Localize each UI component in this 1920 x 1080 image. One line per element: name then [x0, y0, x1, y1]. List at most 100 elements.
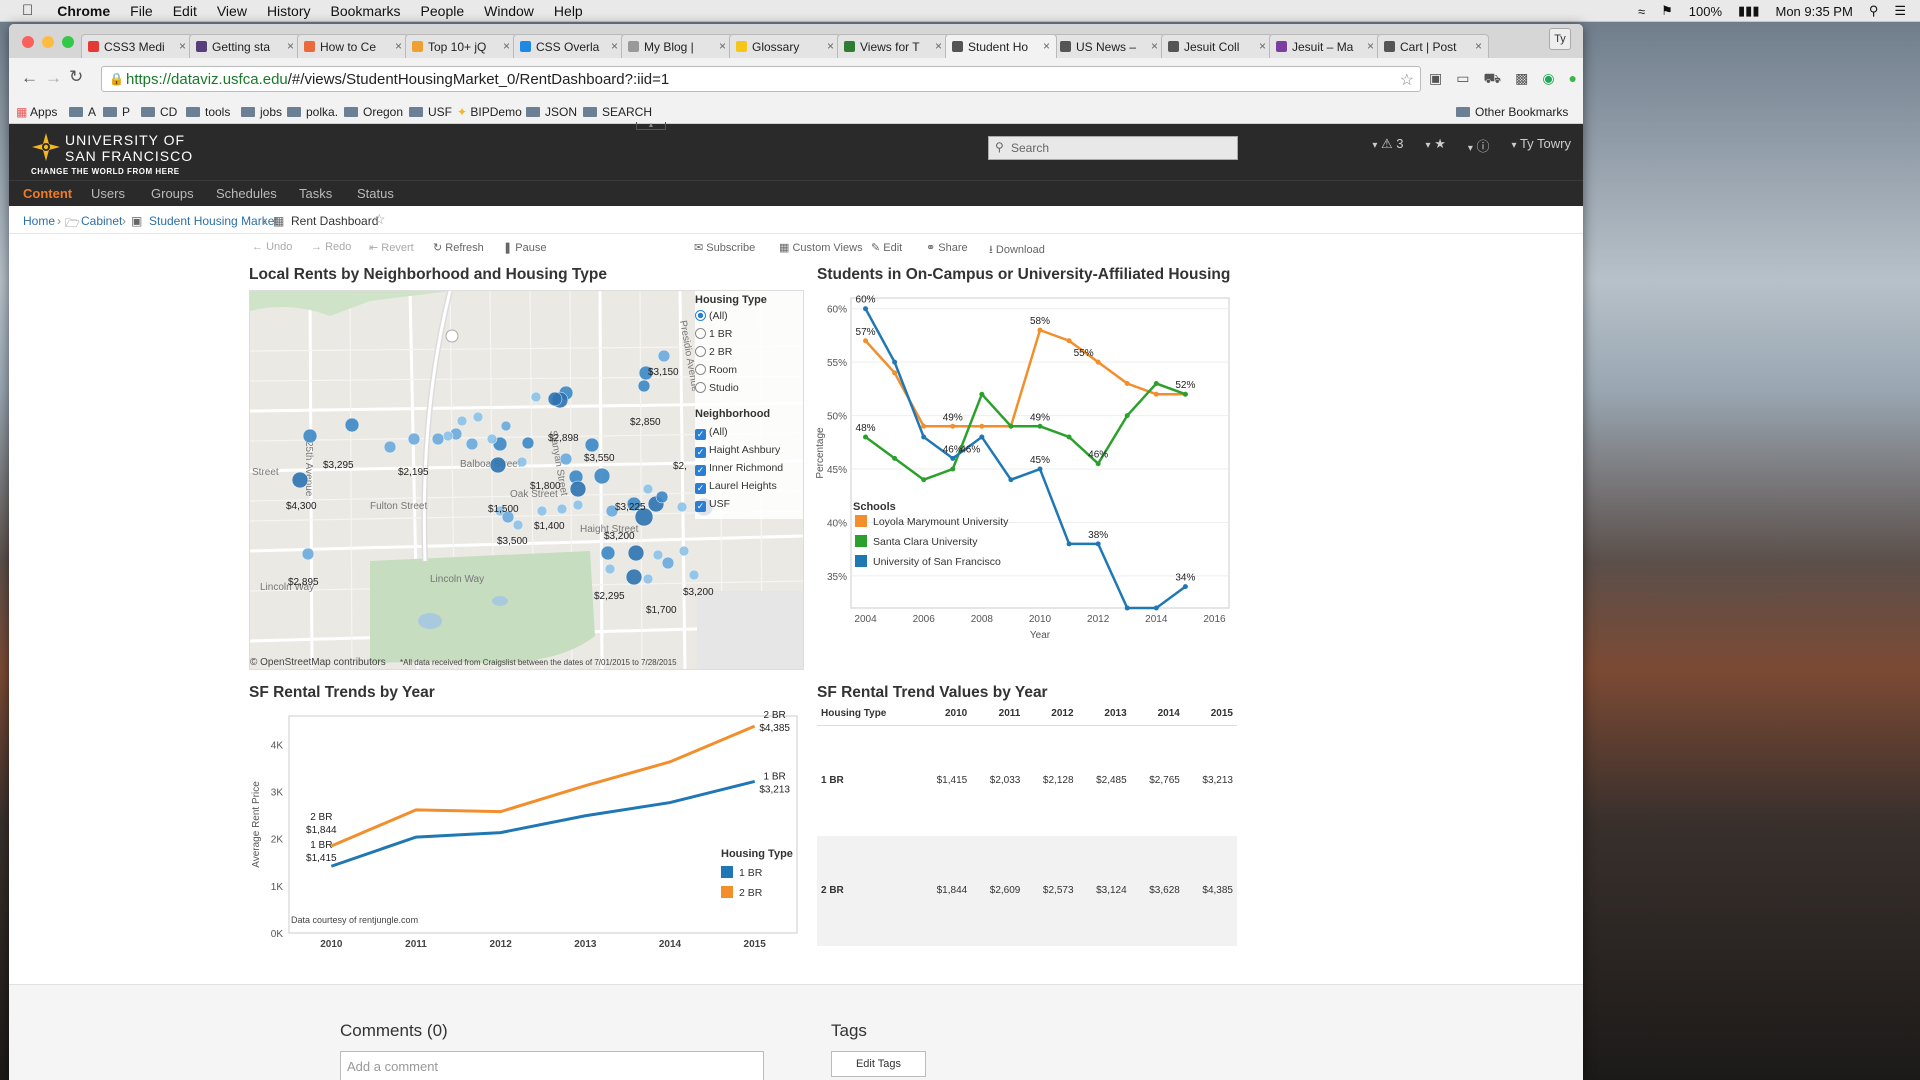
rental-listing-dot[interactable] — [291, 471, 309, 489]
data-point[interactable] — [1037, 423, 1043, 429]
edit-tags-button[interactable]: Edit Tags — [831, 1051, 926, 1077]
legend-swatch[interactable] — [721, 886, 733, 898]
favorites-button[interactable]: ▾ ★ — [1426, 136, 1446, 155]
crumb-project[interactable]: Student Housing Market — [149, 214, 278, 228]
minimize-window-button[interactable] — [42, 36, 54, 48]
rental-listing-dot[interactable] — [626, 496, 642, 512]
series-line[interactable] — [864, 308, 1187, 610]
neighborhood-check-haight[interactable]: ✓ Haight Ashbury — [695, 444, 780, 458]
revert-button[interactable]: ⇤ Revert — [369, 241, 414, 254]
rental-listing-dot[interactable] — [516, 456, 528, 468]
legend-label[interactable]: University of San Francisco — [873, 556, 1001, 568]
data-point[interactable] — [892, 370, 898, 376]
rental-listing-dot[interactable] — [634, 507, 654, 527]
zoom-window-button[interactable] — [62, 36, 74, 48]
pause-button[interactable]: ❚ Pause — [503, 241, 546, 254]
data-point[interactable] — [979, 391, 985, 397]
tab-close-icon[interactable]: × — [718, 39, 726, 53]
data-point[interactable] — [892, 359, 898, 365]
extension-car-icon[interactable]: ⛟ — [1483, 70, 1502, 86]
data-point[interactable] — [1124, 381, 1130, 387]
trend-chart-svg[interactable]: 0K 1K 2K 3K 4K 2010 2011 2012 2013 2014 2015 Averag… — [249, 708, 804, 960]
neighborhood-check-all[interactable]: ✓ (All) — [695, 426, 728, 440]
data-point[interactable] — [1153, 605, 1159, 611]
rental-listing-dot[interactable] — [521, 436, 535, 450]
data-point[interactable] — [1124, 413, 1130, 419]
menu-app-name[interactable]: Chrome — [46, 2, 110, 19]
notification-center-icon[interactable]: ☰ — [1894, 3, 1906, 18]
browser-tab[interactable]: Views for T × — [837, 34, 949, 58]
housing-radio-1br[interactable]: 1 BR — [695, 328, 732, 340]
rental-listing-dot[interactable] — [642, 483, 654, 495]
bookmark-item[interactable]: A — [69, 105, 96, 119]
redo-button[interactable]: → Redo — [311, 241, 351, 253]
battery-percent[interactable]: 100% — [1688, 3, 1723, 19]
neighborhood-check-inner-richmond[interactable]: ✓ Inner Richmond — [695, 462, 783, 476]
menu-view[interactable]: View — [205, 2, 247, 19]
bookmark-item[interactable]: Oregon — [344, 105, 403, 119]
rental-listing-dot[interactable] — [627, 544, 645, 562]
series-line[interactable] — [330, 779, 756, 868]
collapse-header-icon[interactable]: ▲ — [636, 122, 666, 130]
bookmark-item[interactable]: ▦ Apps — [16, 105, 57, 119]
nav-groups[interactable]: Groups — [151, 186, 194, 201]
search-input[interactable]: ⚲ Search — [988, 136, 1238, 160]
data-point[interactable] — [1095, 541, 1101, 547]
neighborhood-check-usf[interactable]: ✓ USF — [695, 498, 730, 512]
tab-close-icon[interactable]: × — [1474, 39, 1482, 53]
bookmark-item[interactable]: polka. — [287, 105, 338, 119]
rental-listing-dot[interactable] — [500, 420, 512, 432]
data-point[interactable] — [950, 455, 956, 461]
rental-listing-dot[interactable] — [661, 556, 675, 570]
data-point[interactable] — [1095, 461, 1101, 467]
browser-tab[interactable]: Getting sta × — [189, 34, 301, 58]
rental-listing-dot[interactable] — [593, 467, 611, 485]
rental-listing-dot[interactable] — [489, 456, 507, 474]
nav-content[interactable]: Content — [23, 186, 73, 201]
apple-icon[interactable]:  — [22, 2, 33, 19]
legend-label[interactable]: Santa Clara University — [873, 536, 978, 548]
cast-icon[interactable]: ▭ — [1456, 70, 1470, 86]
legend-label[interactable]: 2 BR — [739, 887, 763, 899]
legend-swatch[interactable] — [855, 555, 867, 567]
data-point[interactable] — [1008, 477, 1014, 483]
rental-listing-dot[interactable] — [556, 503, 568, 515]
menu-people[interactable]: People — [409, 2, 465, 19]
legend-swatch[interactable] — [721, 866, 733, 878]
tab-close-icon[interactable]: × — [610, 39, 618, 53]
rental-listing-dot[interactable] — [536, 505, 548, 517]
rental-listing-dot[interactable] — [657, 349, 671, 363]
browser-tab[interactable]: Student Ho × — [945, 34, 1057, 58]
rental-listing-dot[interactable] — [442, 430, 454, 442]
browser-tab[interactable]: My Blog | × — [621, 34, 733, 58]
data-point[interactable] — [921, 434, 927, 440]
refresh-button[interactable]: ↻ Refresh — [433, 241, 484, 254]
rental-listing-dot[interactable] — [676, 501, 688, 513]
tab-close-icon[interactable]: × — [1042, 39, 1050, 53]
subscribe-button[interactable]: ✉ Subscribe — [694, 241, 755, 254]
rental-listing-dot[interactable] — [472, 411, 484, 423]
data-point[interactable] — [979, 423, 985, 429]
rental-listing-dot[interactable] — [530, 391, 542, 403]
tab-close-icon[interactable]: × — [826, 39, 834, 53]
crumb-cabinet[interactable]: Cabinet — [81, 214, 123, 228]
menu-edit[interactable]: Edit — [161, 2, 197, 19]
tab-close-icon[interactable]: × — [934, 39, 942, 53]
tab-close-icon[interactable]: × — [394, 39, 402, 53]
browser-tab[interactable]: CSS Overla × — [513, 34, 625, 58]
bookmark-star-icon[interactable]: ☆ — [1399, 72, 1414, 89]
comment-input[interactable]: Add a comment — [340, 1051, 764, 1080]
bookmark-item[interactable]: JSON — [526, 105, 577, 119]
bookmark-item[interactable]: SEARCH — [583, 105, 652, 119]
tab-close-icon[interactable]: × — [1366, 39, 1374, 53]
browser-tab[interactable]: Glossary × — [729, 34, 841, 58]
rental-listing-dot[interactable] — [655, 490, 669, 504]
bookmark-item[interactable]: ✦ BIPDemo — [457, 105, 522, 119]
alerts-button[interactable]: ▾ ⚠ 3 — [1372, 136, 1403, 155]
rental-listing-dot[interactable] — [572, 499, 584, 511]
housing-radio-room[interactable]: Room — [695, 364, 737, 376]
bookmark-item[interactable]: tools — [186, 105, 230, 119]
rental-listing-dot[interactable] — [600, 545, 616, 561]
data-point[interactable] — [1124, 605, 1130, 611]
data-point[interactable] — [1008, 423, 1014, 429]
